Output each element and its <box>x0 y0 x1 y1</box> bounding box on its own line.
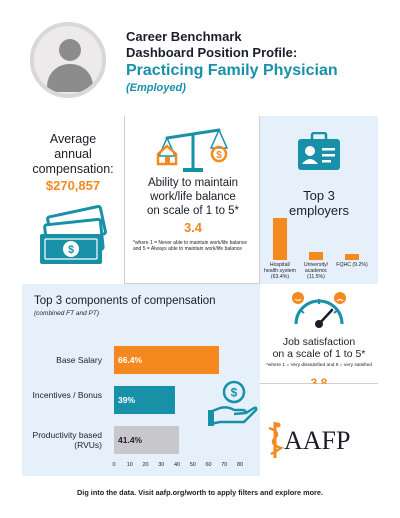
component-bar <box>114 346 219 374</box>
page-subtitle: (Employed) <box>126 82 186 94</box>
work-life-value: 3.4 <box>183 220 203 235</box>
work-life-footnote: *where 1 = Never able to maintain work/l… <box>133 240 248 252</box>
satisfaction-panel: Job satisfaction on a scale of 1 to 5* *… <box>260 284 378 390</box>
svg-text:$: $ <box>231 386 238 400</box>
compensation-label: Average annual compensation: <box>32 132 114 176</box>
hand-coin-icon: $ <box>208 380 258 426</box>
avatar-icon <box>30 22 106 98</box>
components-title: Top 3 components of compensation <box>34 295 216 307</box>
id-badge-icon <box>298 132 340 170</box>
component-bar <box>114 386 176 414</box>
x-tick-label: 70 <box>221 462 228 468</box>
aafp-caduceus-icon <box>268 422 284 458</box>
satisfaction-label: Job satisfaction on a scale of 1 to 5* <box>272 336 366 360</box>
components-panel: Top 3 components of compensation (combin… <box>22 284 260 476</box>
page-title: Practicing Family Physician <box>126 62 338 79</box>
svg-text:$: $ <box>68 244 74 256</box>
bar-value-label: 41.4% <box>118 435 143 445</box>
x-tick-label: 0 <box>112 462 116 468</box>
compensation-value: $270,857 <box>45 178 101 193</box>
bar-value-label: 66.4% <box>118 355 143 365</box>
employers-label: Top 3 employers <box>289 188 349 218</box>
employer-bar <box>273 218 287 260</box>
logo-panel: AAFP <box>260 384 378 476</box>
svg-text:$: $ <box>216 150 222 161</box>
x-tick-label: 10 <box>126 462 133 468</box>
component-bar <box>114 426 180 454</box>
employers-panel: Top 3 employers Hospital/ health system … <box>260 116 378 284</box>
x-tick-label: 50 <box>189 462 196 468</box>
scale-icon: $ <box>156 128 229 172</box>
aafp-logo: AAFP <box>284 426 351 455</box>
money-icon: $ <box>40 204 107 264</box>
x-tick-label: 40 <box>173 462 181 468</box>
x-tick-label: 20 <box>142 462 149 468</box>
x-tick-label: 60 <box>205 462 212 468</box>
profile-header: Career Benchmark Dashboard Position Prof… <box>0 0 400 120</box>
gauge-icon <box>292 292 346 328</box>
category-label: Productivity based (RVUs) <box>32 430 102 450</box>
employer-bar <box>345 253 359 260</box>
components-subtitle: (combined FT and PT) <box>34 310 100 317</box>
category-label: Incentives / Bonus <box>32 390 102 400</box>
x-tick-label: 80 <box>236 462 244 468</box>
employer-label: University/ academic (11.5%) <box>303 262 329 280</box>
work-life-panel: $ Ability to maintain work/life balance … <box>124 116 260 284</box>
employer-bar <box>309 252 323 260</box>
compensation-panel: Average annual compensation: $270,857 $ <box>22 116 124 284</box>
bar-value-label: 39% <box>118 395 136 405</box>
header-line-1: Career Benchmark <box>126 29 242 44</box>
employer-label: FQHC (9.2%) <box>336 262 368 268</box>
employer-label: Hospital/ health system (63.4%) <box>263 262 296 280</box>
category-label: Base Salary <box>56 355 102 365</box>
footer-cta: Dig into the data. Visit aafp.org/worth … <box>77 488 323 497</box>
x-tick-label: 30 <box>158 462 165 468</box>
work-life-label: Ability to maintain work/life balance on… <box>146 177 240 217</box>
satisfaction-footnote: *where 1 = Very dissatisfied and 5 = ver… <box>266 363 372 368</box>
header-line-2: Dashboard Position Profile: <box>126 45 298 60</box>
